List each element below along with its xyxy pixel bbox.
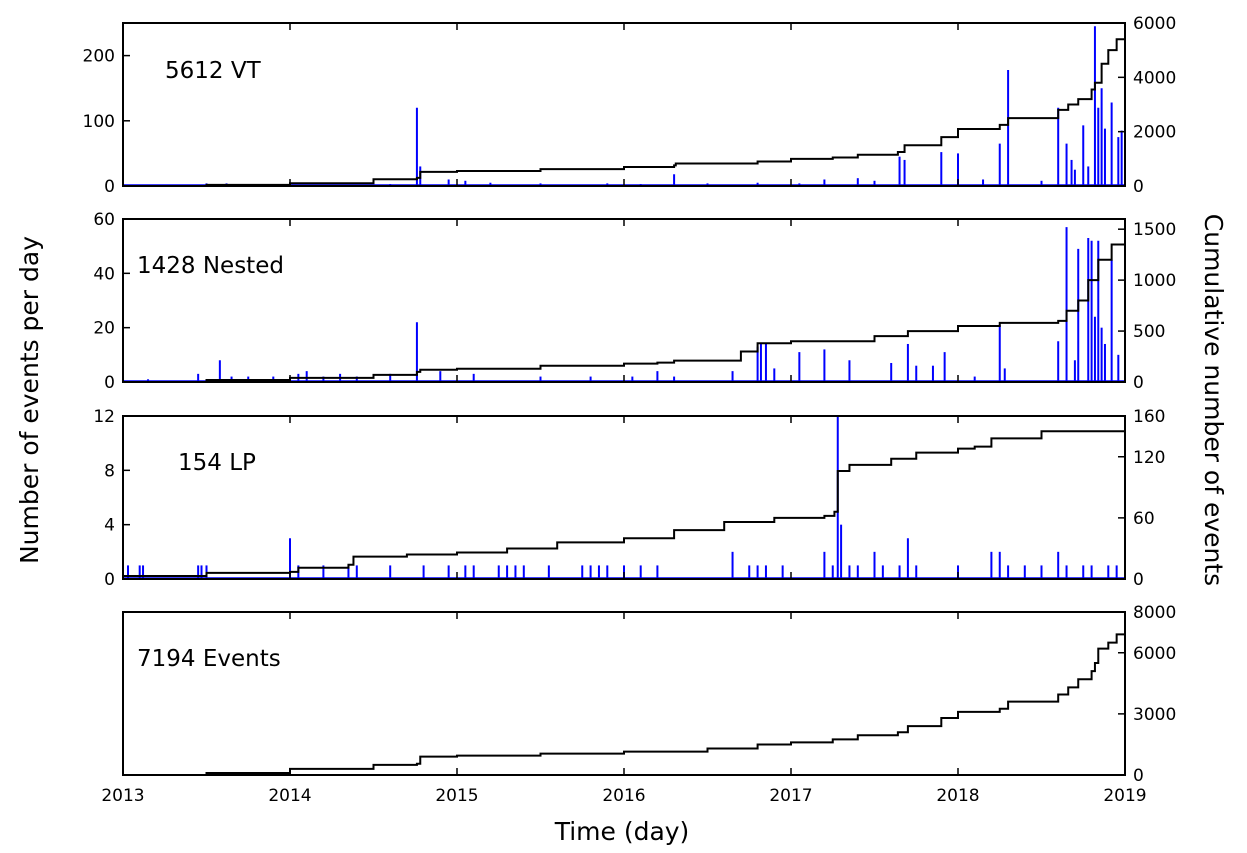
y-tick-right-label: 0 [1133, 766, 1144, 786]
cumulative-line [123, 422, 1126, 577]
y-tick-right-label: 0 [1133, 177, 1144, 197]
y-tick-right-label: 160 [1133, 407, 1165, 427]
y-tick-left-label: 20 [93, 319, 115, 339]
plot-frame [122, 415, 1126, 580]
panel-label: 154 LP [178, 450, 256, 476]
y-tick-left-label: 60 [93, 210, 115, 230]
cumulative-line [123, 33, 1126, 187]
plot-frame [122, 611, 1126, 776]
y-tick-left-label: 100 [83, 112, 115, 132]
panel-label: 7194 Events [137, 646, 281, 672]
y-tick-left-label: 0 [104, 570, 115, 590]
x-tick-label: 2019 [1103, 786, 1146, 806]
y-tick-right-label: 8000 [1133, 603, 1176, 623]
y-tick-right-label: 120 [1133, 448, 1165, 468]
y-tick-right-label: 6000 [1133, 644, 1176, 664]
x-tick-label: 2018 [936, 786, 979, 806]
panel-4: 0 3000 6000 8000 2013 2014 2015 2016 2017 2018 201… [101, 603, 1176, 806]
x-axis-label: Time (day) [554, 817, 690, 846]
y-tick-left-label: 200 [83, 47, 115, 67]
y-tick-right-label: 1000 [1133, 271, 1176, 291]
y-tick-right-label: 0 [1133, 570, 1144, 590]
y-tick-right-label: 500 [1133, 322, 1165, 342]
x-tick-label: 2014 [268, 786, 311, 806]
y-tick-right-label: 6000 [1133, 14, 1176, 34]
plot-frame [122, 22, 1126, 187]
y-tick-left-label: 8 [104, 461, 115, 481]
y-tick-right-label: 2000 [1133, 123, 1176, 143]
y-tick-right-label: 60 [1133, 509, 1155, 529]
y-axis-left-label: Number of events per day [15, 236, 44, 564]
x-tick-label: 2017 [769, 786, 812, 806]
y-tick-right-label: 4000 [1133, 68, 1176, 88]
x-tick-label: 2015 [435, 786, 478, 806]
y-tick-right-label: 0 [1133, 373, 1144, 393]
plot-frame [122, 218, 1126, 383]
cumulative-line [123, 628, 1126, 776]
cumulative-line [123, 236, 1126, 383]
y-tick-left-label: 0 [104, 177, 115, 197]
panel-label: 5612 VT [165, 58, 262, 84]
panel-label: 1428 Nested [137, 253, 284, 279]
y-tick-left-label: 12 [93, 407, 115, 427]
x-tick-label: 2016 [602, 786, 645, 806]
panel-2: 0 20 40 60 0 500 1000 1500 1428 Nested [93, 210, 1176, 393]
y-tick-left-label: 4 [104, 516, 115, 536]
y-tick-right-label: 1500 [1133, 220, 1176, 240]
y-tick-right-label: 3000 [1133, 705, 1176, 725]
y-axis-right-label: Cumulative number of events [1199, 214, 1228, 586]
x-tick-label: 2013 [101, 786, 144, 806]
y-tick-left-label: 40 [93, 264, 115, 284]
y-tick-left-label: 0 [104, 373, 115, 393]
